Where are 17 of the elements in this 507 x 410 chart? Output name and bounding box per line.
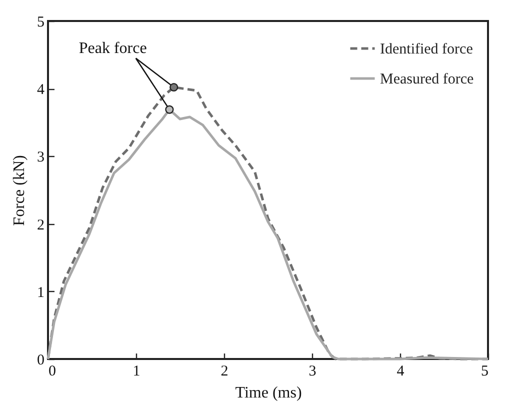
x-tick-label: 5 bbox=[481, 364, 488, 380]
x-tick-label: 1 bbox=[132, 364, 140, 380]
y-tick-label: 3 bbox=[37, 150, 44, 166]
x-axis-title: Time (ms) bbox=[235, 384, 302, 402]
x-tick-label: 3 bbox=[308, 364, 316, 380]
y-axis-title: Force (kN) bbox=[11, 155, 28, 226]
y-tick-label: 2 bbox=[37, 217, 44, 234]
legend-label: Identified force bbox=[380, 42, 474, 58]
legend-label: Measured force bbox=[380, 72, 474, 88]
x-tick-label: 4 bbox=[396, 364, 405, 380]
y-tick-label: 1 bbox=[37, 284, 44, 301]
y-tick-label: 4 bbox=[37, 82, 45, 98]
y-tick-label: 0 bbox=[37, 352, 44, 368]
x-tick-label: 2 bbox=[220, 364, 228, 380]
annotation: Peak force bbox=[78, 40, 147, 58]
y-tick-label: 5 bbox=[37, 14, 44, 30]
x-tick-label: 0 bbox=[48, 364, 56, 380]
